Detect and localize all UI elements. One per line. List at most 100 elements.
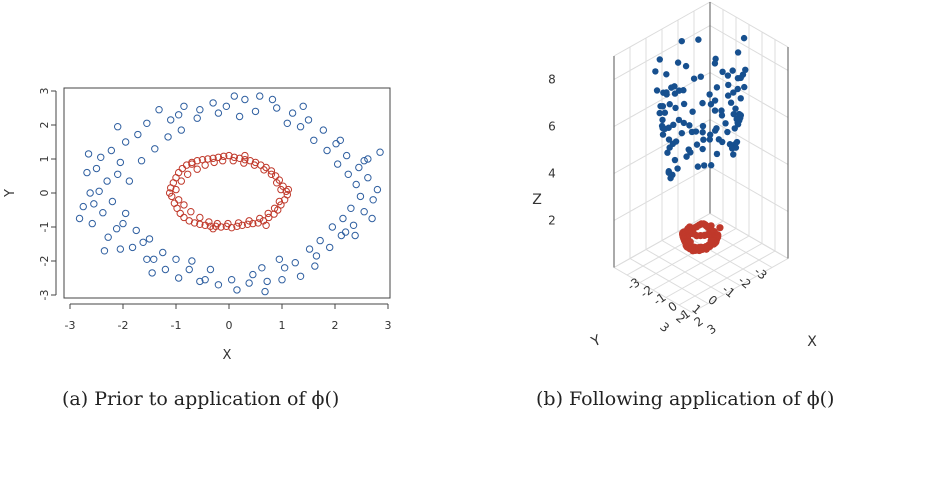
- data-point-3d: [707, 162, 715, 169]
- data-point: [263, 277, 271, 286]
- data-point-3d: [663, 71, 670, 78]
- data-point-3d: [700, 136, 707, 143]
- data-point: [218, 157, 227, 165]
- data-point-3d: [706, 136, 713, 143]
- data-point: [256, 92, 264, 100]
- data-point: [280, 264, 289, 272]
- data-point: [116, 158, 125, 167]
- data-point: [256, 214, 264, 223]
- data-point: [193, 157, 201, 165]
- data-point-3d: [656, 109, 663, 117]
- data-point: [311, 262, 319, 270]
- caption-b: (b) Following application of ϕ(): [536, 388, 835, 410]
- data-point: [270, 210, 278, 218]
- data-point: [245, 217, 253, 225]
- data-point: [92, 164, 101, 173]
- data-point-3d: [659, 131, 667, 138]
- data-point-3d: [734, 49, 742, 56]
- data-point-3d: [706, 91, 713, 98]
- data-point: [161, 265, 170, 274]
- data-point-3d: [665, 124, 672, 131]
- data-point: [326, 243, 334, 252]
- scatter-plot-a: -3 -2 -1 0 1 2 3 -3 -2 -1 0 1 2 3 X Y: [3, 87, 392, 363]
- data-point: [328, 223, 337, 231]
- data-point: [119, 219, 127, 228]
- data-point-3d: [730, 89, 737, 96]
- data-point: [364, 174, 372, 182]
- data-point: [230, 153, 239, 162]
- data-point: [132, 226, 140, 235]
- data-point-3d: [672, 138, 680, 145]
- data-point-3d: [739, 71, 747, 78]
- data-point-3d: [741, 83, 748, 91]
- data-point: [262, 221, 270, 230]
- data-point-3d: [665, 168, 672, 175]
- data-point-3d: [674, 59, 682, 66]
- 3d-data-points: [652, 34, 749, 255]
- data-point-3d: [666, 101, 673, 108]
- data-point: [304, 116, 313, 124]
- x-tick-label: -1: [171, 319, 182, 332]
- data-point-3d: [670, 121, 677, 129]
- data-point: [180, 102, 188, 111]
- data-point: [116, 245, 125, 253]
- data-point: [214, 109, 223, 117]
- data-point: [151, 145, 159, 153]
- data-point-3d: [730, 151, 737, 158]
- data-point: [316, 236, 324, 245]
- data-point: [95, 187, 103, 196]
- data-point-3d: [682, 62, 690, 70]
- data-point-3d: [711, 97, 719, 104]
- data-point-3d: [680, 100, 688, 108]
- data-point-3d: [707, 236, 715, 245]
- data-point-3d: [664, 149, 671, 156]
- data-point-3d: [671, 90, 679, 97]
- data-point-3d: [675, 116, 683, 124]
- data-point: [235, 112, 244, 121]
- data-point-3d: [725, 81, 732, 89]
- data-point: [177, 177, 186, 185]
- data-point: [125, 177, 134, 185]
- data-point: [241, 151, 249, 160]
- data-point: [312, 252, 321, 260]
- data-point: [275, 197, 284, 206]
- data-point: [368, 214, 376, 223]
- data-point-3d: [711, 60, 719, 67]
- data-point-3d: [663, 89, 670, 96]
- data-point: [296, 123, 305, 131]
- data-point: [229, 157, 237, 165]
- data-point: [128, 243, 137, 252]
- data-point-3d: [697, 243, 705, 251]
- data-point-3d: [733, 115, 740, 123]
- data-point-3d: [678, 129, 686, 137]
- data-point-3d: [680, 87, 687, 94]
- data-point: [174, 274, 183, 282]
- data-point: [159, 248, 167, 257]
- data-point-3d: [683, 153, 690, 160]
- data-point: [213, 219, 222, 228]
- data-point-3d: [686, 238, 694, 246]
- y-tick-label-3d: 0: [705, 293, 720, 309]
- data-point: [172, 185, 180, 194]
- data-point: [355, 163, 363, 172]
- data-point-3d: [699, 99, 706, 107]
- y-tick-label-3d: 3: [657, 320, 672, 336]
- data-point-3d: [699, 122, 707, 130]
- data-point-3d: [661, 109, 669, 116]
- data-point: [107, 146, 116, 155]
- data-point-3d: [718, 112, 726, 119]
- data-point: [243, 220, 252, 228]
- data-point: [351, 231, 359, 240]
- data-point: [114, 123, 122, 131]
- data-point: [233, 222, 241, 231]
- data-point: [190, 219, 199, 227]
- data-point: [310, 136, 318, 145]
- data-point: [233, 286, 241, 294]
- data-point: [114, 170, 122, 179]
- data-point: [267, 167, 276, 175]
- data-point: [88, 219, 96, 228]
- floor-grid-line: [691, 258, 789, 313]
- y-tick-label: 3: [38, 88, 51, 95]
- data-point: [185, 265, 193, 274]
- data-point-3d: [742, 66, 749, 74]
